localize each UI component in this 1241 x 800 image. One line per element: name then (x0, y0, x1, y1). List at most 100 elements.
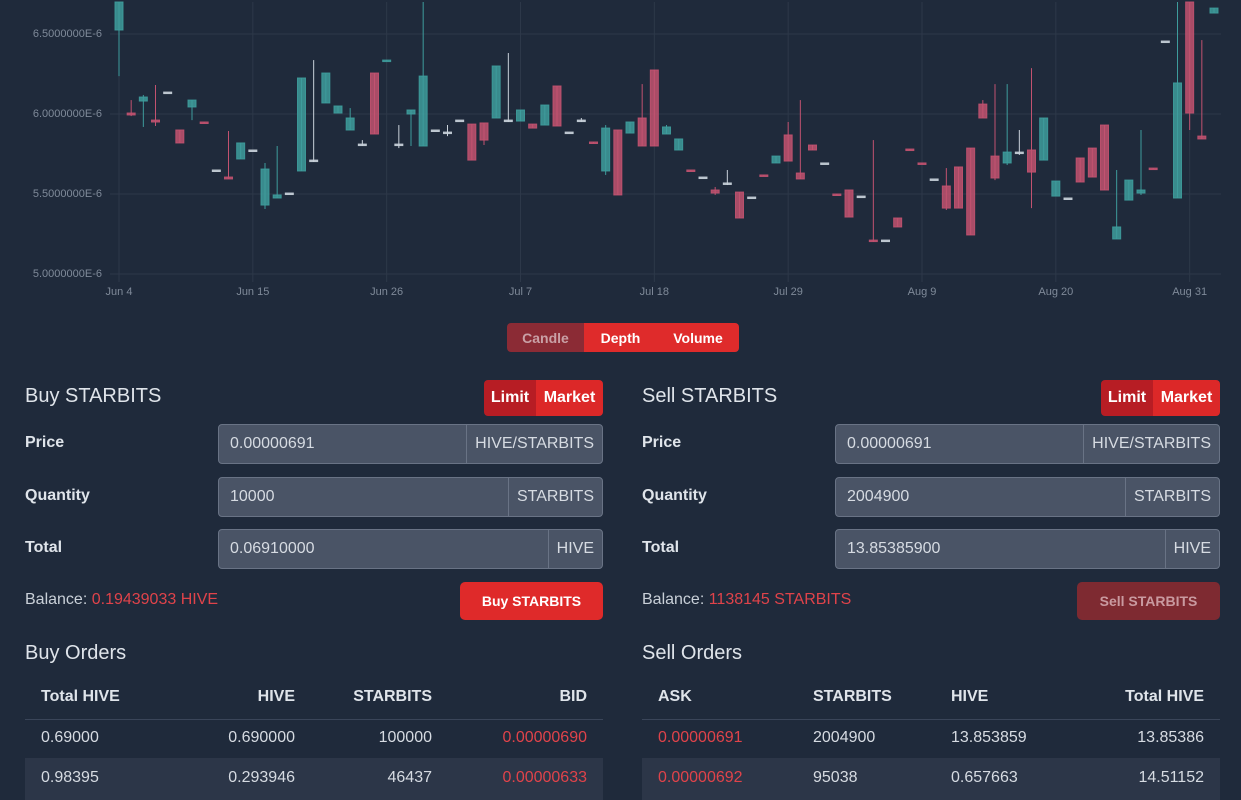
text-input[interactable]: 10000 STARBITS (218, 477, 603, 517)
candle-body (321, 72, 331, 104)
candle-body (418, 75, 428, 147)
order-type-button[interactable]: Limit (1101, 380, 1153, 416)
candle-body (722, 182, 732, 185)
candle-body (771, 155, 781, 164)
candle-body (370, 72, 379, 135)
order-type-button[interactable]: Market (1153, 380, 1220, 416)
candle-body (491, 65, 501, 119)
candle-body (175, 129, 185, 144)
x-tick-label: Jul 29 (773, 286, 802, 298)
y-tick-label: 6.0000000E-6 (33, 108, 102, 120)
candle-body (795, 172, 805, 180)
table-cell: 13.85386 (1137, 729, 1204, 746)
candle-body (236, 142, 246, 160)
balance-label: Balance: (642, 591, 705, 608)
field-label: Quantity (25, 487, 90, 504)
row-stripe (25, 758, 603, 800)
candle-body (297, 77, 306, 172)
candle-body (783, 134, 793, 162)
candle-body (1014, 151, 1024, 155)
table-cell: 0.657663 (951, 769, 1018, 786)
field-label: Total (25, 539, 63, 556)
candle-body (576, 119, 586, 123)
balance-value: 0.19439033 HIVE (91, 591, 219, 608)
column-header: ASK (658, 688, 692, 705)
buy-panel: Buy STARBITS Limit Market Price 0.00000691 HI… (25, 0, 603, 800)
candle-body (686, 169, 696, 172)
panel-title: Buy STARBITS (25, 385, 162, 407)
text-input[interactable]: 0.00000691 HIVE/STARBITS (835, 424, 1220, 464)
text-input[interactable]: 0.06910000 HIVE (218, 529, 603, 569)
candle-body (662, 126, 671, 135)
candle-body (1124, 179, 1134, 201)
candle-body (759, 174, 769, 177)
column-header: BID (559, 688, 587, 705)
candle-body (917, 162, 927, 165)
mode-button[interactable]: Candle (507, 323, 584, 352)
input-unit: STARBITS (1124, 478, 1219, 516)
input-unit: HIVE/STARBITS (466, 425, 602, 463)
table-cell: 100000 (378, 729, 432, 746)
input-value: 0.06910000 (230, 540, 315, 557)
candle-body (710, 189, 720, 194)
table-cell: 46437 (387, 769, 433, 786)
candle-body (248, 149, 258, 152)
candle-body (455, 119, 465, 123)
candle-body (893, 217, 903, 228)
candle-body (406, 109, 416, 115)
candle-body (832, 193, 842, 196)
input-value: 0.00000691 (847, 435, 932, 452)
panel-title: Sell STARBITS (642, 385, 778, 407)
field-label: Price (642, 434, 682, 451)
candle-body (1039, 117, 1049, 161)
mode-button[interactable]: Depth (584, 323, 657, 352)
candle-body (966, 147, 976, 236)
table-cell: 0.00000691 (658, 729, 743, 746)
column-header: Total HIVE (41, 688, 120, 705)
candle-body (1027, 149, 1036, 173)
x-tick-label: Jun 15 (236, 286, 269, 298)
candle-body (479, 122, 489, 141)
table-cell: 0.98395 (41, 769, 99, 786)
candle-body (1185, 1, 1195, 114)
mode-button[interactable]: Volume (657, 323, 739, 352)
text-input[interactable]: 2004900 STARBITS (835, 477, 1220, 517)
candle-body (1173, 82, 1182, 199)
order-type-button[interactable]: Market (536, 380, 603, 416)
candle-body (394, 143, 404, 147)
table-divider (642, 719, 1220, 720)
candle-body (211, 169, 221, 172)
candle-body (199, 121, 209, 124)
candle-body (503, 119, 513, 123)
input-value: 2004900 (847, 488, 910, 505)
column-header: STARBITS (813, 688, 892, 705)
table-cell: 14.51152 (1138, 769, 1204, 786)
order-type-toggle: Limit Market (1101, 380, 1220, 416)
input-unit: STARBITS (507, 478, 602, 516)
submit-button[interactable]: Buy STARBITS (460, 582, 603, 620)
candle-body (844, 189, 854, 218)
candle-body (552, 85, 562, 127)
candle-body (589, 141, 598, 144)
order-type-button[interactable]: Limit (484, 380, 536, 416)
candle-body (272, 194, 282, 199)
candle-body (1087, 147, 1097, 178)
candle-body (516, 109, 525, 122)
candle-body (528, 123, 538, 129)
x-tick-label: Aug 20 (1038, 286, 1073, 298)
candle-body (625, 121, 635, 134)
y-tick-label: 5.0000000E-6 (33, 268, 102, 280)
candle-body (735, 191, 744, 219)
text-input[interactable]: 0.00000691 HIVE/STARBITS (218, 424, 603, 464)
text-input[interactable]: 13.85385900 HIVE (835, 529, 1220, 569)
column-header: STARBITS (353, 688, 432, 705)
candle-body (126, 112, 136, 116)
table-cell: 13.853859 (951, 729, 1027, 746)
column-header: Total HIVE (1125, 688, 1204, 705)
balance: Balance: 1138145 STARBITS (642, 591, 851, 609)
candle-body (357, 143, 367, 147)
submit-button[interactable]: Sell STARBITS (1077, 582, 1220, 620)
candle-body (649, 69, 659, 147)
candle-body (674, 138, 684, 151)
candle-body (881, 239, 890, 243)
